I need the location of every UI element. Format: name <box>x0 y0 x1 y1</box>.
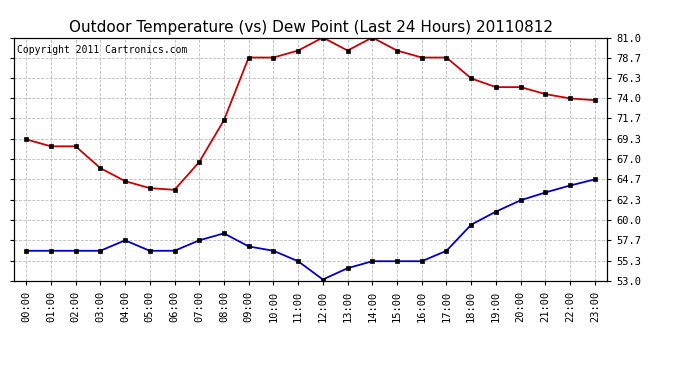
Text: Copyright 2011 Cartronics.com: Copyright 2011 Cartronics.com <box>17 45 187 55</box>
Title: Outdoor Temperature (vs) Dew Point (Last 24 Hours) 20110812: Outdoor Temperature (vs) Dew Point (Last… <box>68 20 553 35</box>
